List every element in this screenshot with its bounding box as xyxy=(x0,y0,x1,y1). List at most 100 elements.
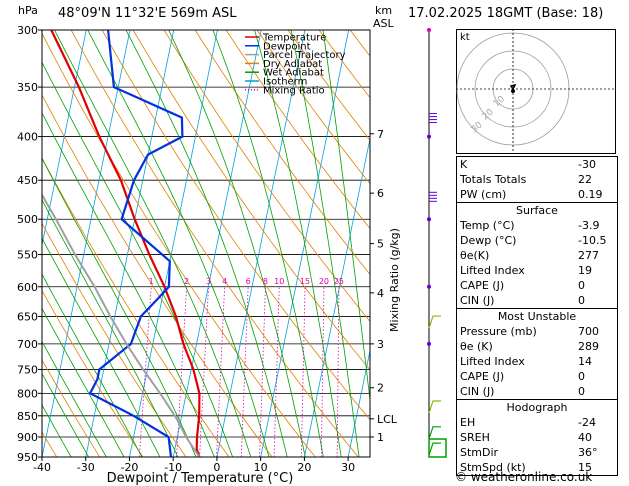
dry-adiabat-line xyxy=(163,30,370,323)
mixing-ratio-tick-label: 15 xyxy=(300,277,310,286)
wet-adiabat-line xyxy=(42,112,215,457)
isotherm-line xyxy=(304,136,370,457)
km-tick-label: 7 xyxy=(377,128,384,141)
surface-section: Surface Temp (°C) -3.9 Dewp (°C) -10.5 θe(K)… xyxy=(456,202,618,309)
series-dewpoint xyxy=(88,30,184,457)
mixing-ratio-axis-label: Mixing Ratio (g/kg) xyxy=(388,228,401,332)
mixing-ratio-tick-label: 6 xyxy=(246,277,251,286)
mixing-ratio-tick-label: 2 xyxy=(184,277,189,286)
temp-tick-label: -30 xyxy=(77,461,95,474)
dry-adiabat-line xyxy=(70,30,359,457)
mixing-ratio-tick-label: 3 xyxy=(206,277,211,286)
pressure-tick-label: 600 xyxy=(17,281,38,294)
indices-table: K -30 Totals Totals 22 PW (cm) 0.19 Surface… xyxy=(456,156,618,476)
wet-adiabat-line xyxy=(254,30,342,457)
wind-barb xyxy=(428,426,441,440)
mixing-ratio-line xyxy=(320,286,325,457)
dry-adiabat-line xyxy=(194,30,370,275)
hodograph-row: StmDir 36° xyxy=(460,446,598,459)
km-tick-label: 4 xyxy=(377,287,384,300)
pw-row: PW (cm) 0.19 xyxy=(460,188,603,201)
legend-label: Isotherm xyxy=(263,77,307,88)
pressure-tick-label: 650 xyxy=(17,310,38,323)
mixing-ratio-line xyxy=(176,286,188,457)
wet-adiabat-line xyxy=(42,372,89,457)
temp-tick-label: -20 xyxy=(120,461,138,474)
pressure-tick-label: 550 xyxy=(17,249,38,262)
credit-footer: © weatheronline.co.uk xyxy=(455,470,593,484)
wet-adiabat-line xyxy=(42,340,107,457)
dry-adiabat-line xyxy=(42,289,144,457)
unstable-row: θe (K) 289 xyxy=(460,340,599,353)
mixing-ratio-tick-label: 20 xyxy=(319,277,329,286)
isotherm-line xyxy=(172,30,262,457)
mixing-ratio-tick-label: 4 xyxy=(222,277,227,286)
wet-adiabat-line xyxy=(322,30,370,404)
legend-label: Dewpoint xyxy=(263,41,311,52)
hodograph-row: EH -24 xyxy=(460,416,596,429)
mixing-ratio-tick-label: 25 xyxy=(334,277,344,286)
wind-level-dot xyxy=(427,134,431,139)
wind-level-dot xyxy=(427,217,431,222)
mixing-ratio-line xyxy=(273,286,280,457)
legend-label: Temperature xyxy=(262,33,326,44)
surface-row: Dewp (°C) -10.5 xyxy=(460,234,607,247)
wind-barb xyxy=(428,442,441,456)
unstable-section: Most Unstable Pressure (mb) 700 θe (K) 289 L… xyxy=(456,308,618,400)
pressure-tick-label: 750 xyxy=(17,363,38,376)
wind-level-dot xyxy=(427,284,431,289)
mixing-ratio-line xyxy=(336,286,340,457)
location-title: 48°09'N 11°32'E 569m ASL xyxy=(58,6,237,21)
dry-adiabat-line xyxy=(132,30,370,371)
wet-adiabat-line xyxy=(87,30,270,457)
km-tick-label: 2 xyxy=(377,382,384,395)
surface-title: Surface xyxy=(516,204,558,217)
temp-tick-label: 10 xyxy=(254,461,268,474)
dry-adiabat-line xyxy=(42,93,273,457)
mixing-ratio-tick-label: 10 xyxy=(274,277,284,286)
legend-label: Parcel Trajectory xyxy=(263,50,346,61)
hodograph-row: SREH 40 xyxy=(460,431,592,444)
temp-tick-label: 30 xyxy=(341,461,355,474)
dry-adiabat-line xyxy=(42,157,230,457)
isotherm-line xyxy=(347,348,370,457)
wet-adiabat-line xyxy=(125,30,288,457)
km-tick-label: 3 xyxy=(377,338,384,351)
pressure-tick-label: 950 xyxy=(17,451,38,464)
tt-row: Totals Totals 22 xyxy=(460,173,592,186)
mixing-ratio-line xyxy=(300,286,306,457)
mixing-ratio-line xyxy=(240,286,249,457)
wind-level-dot xyxy=(427,28,431,32)
wind-barb xyxy=(428,315,441,329)
temp-tick-label: -40 xyxy=(33,461,51,474)
mixing-ratio-line xyxy=(199,286,209,457)
legend-label: Dry Adiabat xyxy=(263,59,322,70)
wet-adiabat-line xyxy=(42,198,179,457)
unstable-row: Pressure (mb) 700 xyxy=(460,325,599,338)
dry-adiabat-line xyxy=(42,359,101,457)
wet-adiabat-line xyxy=(212,30,324,457)
asl-label: ASL xyxy=(373,17,394,30)
pressure-tick-label: 350 xyxy=(17,81,38,94)
wind-barb xyxy=(428,438,447,458)
wet-adiabat-line xyxy=(290,30,360,457)
mixing-ratio-line xyxy=(216,286,226,457)
hodograph-trace xyxy=(509,83,517,92)
km-tick-label: 1 xyxy=(377,431,384,444)
surface-row: CIN (J) 0 xyxy=(460,294,585,307)
isotherm-line xyxy=(85,30,175,457)
temp-tick-label: 20 xyxy=(297,461,311,474)
wind-level-dot xyxy=(427,341,431,346)
unstable-row: CIN (J) 0 xyxy=(460,385,585,398)
pressure-tick-label: 400 xyxy=(17,131,38,144)
x-axis-label: Dewpoint / Temperature (°C) xyxy=(107,471,294,486)
wet-adiabat-line xyxy=(42,404,72,457)
series-parcel-trajectory xyxy=(42,193,201,457)
mixing-ratio-line xyxy=(259,286,266,457)
pressure-tick-label: 450 xyxy=(17,174,38,187)
wet-adiabat-line xyxy=(42,157,197,457)
mixing-ratio-tick-label: 8 xyxy=(263,277,268,286)
wet-adiabat-line xyxy=(42,237,161,457)
hodograph-section: Hodograph EH -24 SREH 40 StmDir 36° StmSpd (kt… xyxy=(456,399,618,476)
